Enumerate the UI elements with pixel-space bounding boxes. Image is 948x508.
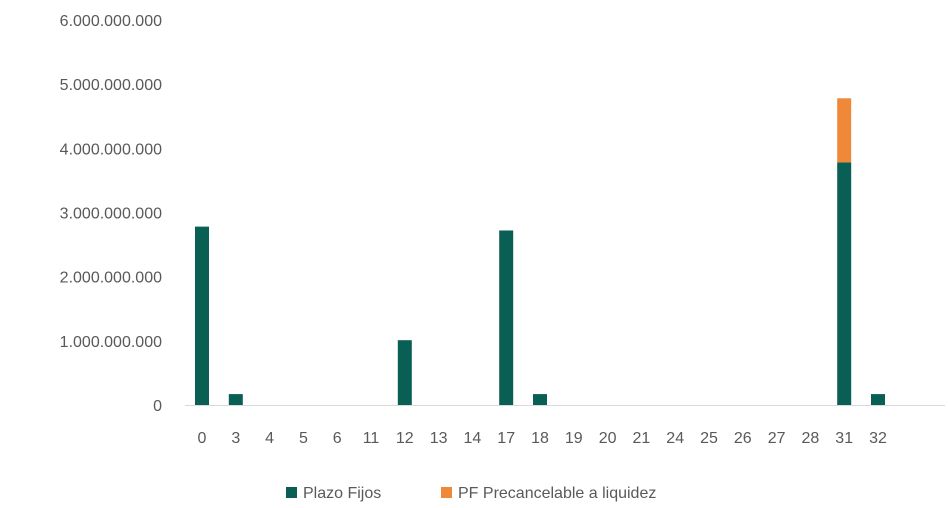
- x-tick-label: 14: [464, 430, 482, 447]
- x-tick-label: 4: [265, 430, 274, 447]
- x-tick-label: 13: [430, 430, 448, 447]
- legend-swatch: [441, 487, 452, 498]
- bar-plazo-fijos-12: [397, 340, 412, 405]
- y-tick-label: 1.000.000.000: [60, 334, 162, 351]
- x-tick-label: 5: [299, 430, 308, 447]
- y-axis: 0 1.000.000.000 2.000.000.000 3.000.000.000…: [60, 13, 162, 415]
- bar-plazo-fijos-18: [533, 394, 547, 405]
- x-tick-label: 24: [666, 430, 684, 447]
- x-tick-label: 27: [768, 430, 786, 447]
- x-tick-label: 28: [802, 430, 820, 447]
- x-tick-label: 26: [734, 430, 752, 447]
- x-tick-label: 19: [565, 430, 583, 447]
- x-tick-label: 25: [700, 430, 718, 447]
- y-tick-label: 2.000.000.000: [60, 270, 162, 287]
- legend-swatch: [286, 487, 297, 498]
- x-tick-label: 3: [231, 430, 240, 447]
- legend-label: PF Precancelable a liquidez: [458, 485, 656, 502]
- x-tick-label: 12: [396, 430, 414, 447]
- bar-plazo-fijos-31: [837, 162, 852, 405]
- bar-plazo-fijos-17: [499, 230, 514, 405]
- bar-plazo-fijos-32: [871, 394, 885, 405]
- x-tick-label: 31: [835, 430, 853, 447]
- legend-label: Plazo Fijos: [303, 485, 381, 502]
- bars: [195, 98, 885, 405]
- y-tick-label: 3.000.000.000: [60, 206, 162, 223]
- bar-plazo-fijos-0: [195, 226, 209, 405]
- x-tick-label: 11: [363, 430, 380, 447]
- x-tick-label: 0: [198, 430, 207, 447]
- bar-plazo-fijos-3: [228, 394, 243, 405]
- y-tick-label: 0: [153, 398, 162, 415]
- y-tick-label: 4.000.000.000: [60, 141, 162, 158]
- x-axis: 0 3 4 5 6 11 12 13 14 17 18 19 20 21 24 25 26 27 28 31 32: [198, 430, 887, 447]
- x-tick-label: 18: [531, 430, 549, 447]
- x-tick-label: 6: [333, 430, 342, 447]
- x-tick-label: 32: [869, 430, 887, 447]
- y-tick-label: 6.000.000.000: [60, 13, 162, 30]
- bar-pf-precancelable-31: [837, 98, 852, 163]
- y-tick-label: 5.000.000.000: [60, 77, 162, 94]
- x-tick-label: 21: [633, 430, 651, 447]
- x-tick-label: 20: [599, 430, 617, 447]
- legend: Plazo Fijos PF Precancelable a liquidez: [286, 485, 656, 502]
- x-tick-label: 17: [497, 430, 515, 447]
